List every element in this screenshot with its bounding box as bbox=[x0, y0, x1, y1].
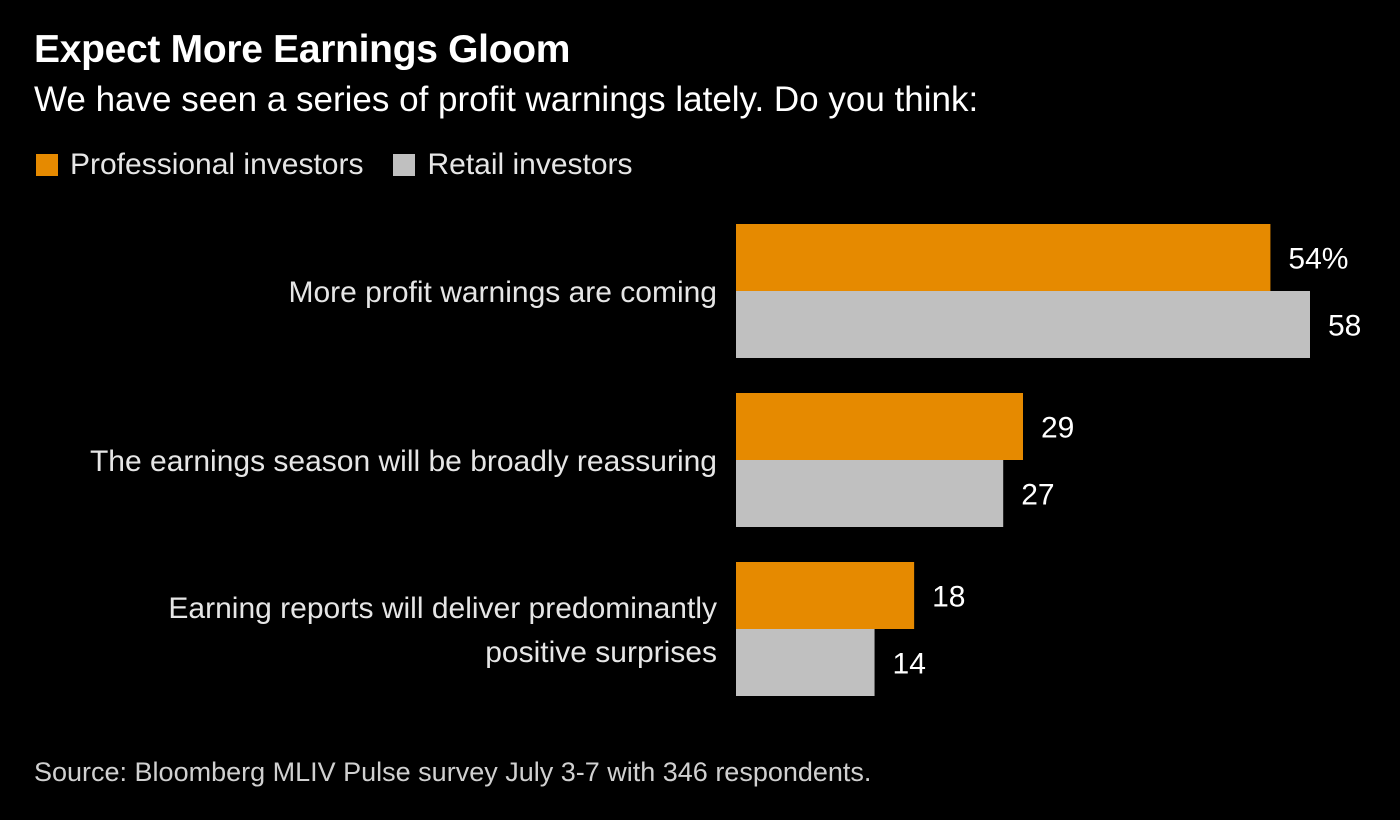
category-label: The earnings season will be broadly reas… bbox=[90, 445, 717, 478]
category-label: Earning reports will deliver predominant… bbox=[168, 592, 717, 625]
category-label: positive surprises bbox=[485, 636, 717, 669]
legend-label-professional: Professional investors bbox=[70, 148, 364, 181]
bar-retail bbox=[736, 629, 875, 696]
data-label: 14 bbox=[893, 648, 926, 681]
chart-title: Expect More Earnings Gloom bbox=[34, 28, 571, 71]
data-label: 29 bbox=[1041, 412, 1074, 445]
data-label: 27 bbox=[1021, 479, 1054, 512]
category-label: More profit warnings are coming bbox=[288, 276, 717, 309]
bar-professional bbox=[736, 562, 915, 629]
data-label: 54% bbox=[1288, 243, 1348, 276]
data-label: 58 bbox=[1328, 310, 1361, 343]
source-note: Source: Bloomberg MLIV Pulse survey July… bbox=[34, 757, 872, 787]
legend-label-retail: Retail investors bbox=[427, 148, 633, 181]
legend: Professional investors Retail investors bbox=[36, 148, 663, 182]
chart-subtitle: We have seen a series of profit warnings… bbox=[34, 80, 979, 119]
data-label: 18 bbox=[932, 581, 965, 614]
bar-retail bbox=[736, 460, 1004, 527]
bar-professional bbox=[736, 224, 1271, 291]
legend-swatch-retail bbox=[393, 154, 416, 176]
legend-item-professional: Professional investors bbox=[36, 148, 363, 182]
bar-professional bbox=[736, 393, 1023, 460]
legend-item-retail: Retail investors bbox=[393, 148, 633, 182]
legend-swatch-professional bbox=[36, 154, 58, 176]
bar-retail bbox=[736, 291, 1310, 358]
